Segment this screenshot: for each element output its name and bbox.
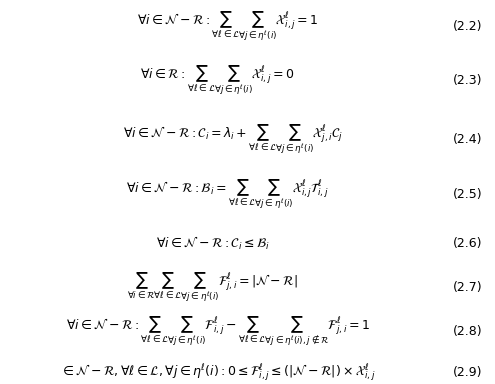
Text: $\forall i \in \mathcal{N} - \mathcal{R} : \sum_{\forall \ell \in \mathcal{L}} \: $\forall i \in \mathcal{N} - \mathcal{R}… xyxy=(137,9,318,43)
Text: (2.7): (2.7) xyxy=(453,281,483,294)
Text: $\forall i \in \mathcal{N} - \mathcal{R} : \mathcal{B}_i = \sum_{\forall \ell \i: $\forall i \in \mathcal{N} - \mathcal{R}… xyxy=(126,178,329,212)
Text: (2.4): (2.4) xyxy=(453,132,483,146)
Text: $\forall i \in \mathcal{R} : \sum_{\forall \ell \in \mathcal{L}} \sum_{\forall j: $\forall i \in \mathcal{R} : \sum_{\fora… xyxy=(141,64,295,98)
Text: (2.8): (2.8) xyxy=(453,325,483,338)
Text: (2.6): (2.6) xyxy=(453,237,483,250)
Text: (2.3): (2.3) xyxy=(453,74,483,87)
Text: (2.5): (2.5) xyxy=(453,188,483,201)
Text: $\forall i \in \mathcal{N} - \mathcal{R} : \mathcal{C}_i = \lambda_i + \sum_{\fo: $\forall i \in \mathcal{N} - \mathcal{R}… xyxy=(123,122,343,156)
Text: $\forall i \in \mathcal{N} - \mathcal{R} : \sum_{\forall \ell \in \mathcal{L}} \: $\forall i \in \mathcal{N} - \mathcal{R}… xyxy=(66,314,370,348)
Text: $\forall i \in \mathcal{N} - \mathcal{R} : \mathcal{C}_i \leq \mathcal{B}_i$: $\forall i \in \mathcal{N} - \mathcal{R}… xyxy=(156,235,270,252)
Text: $\sum_{\forall i \in \mathcal{R}} \sum_{\forall \ell \in \mathcal{L}} \sum_{\for: $\sum_{\forall i \in \mathcal{R}} \sum_{… xyxy=(127,270,298,304)
Text: (2.2): (2.2) xyxy=(453,20,483,33)
Text: (2.9): (2.9) xyxy=(453,366,483,379)
Text: $\in \mathcal{N} - \mathcal{R}, \forall \ell \in \mathcal{L}, \forall j \in \eta: $\in \mathcal{N} - \mathcal{R}, \forall … xyxy=(60,362,376,383)
